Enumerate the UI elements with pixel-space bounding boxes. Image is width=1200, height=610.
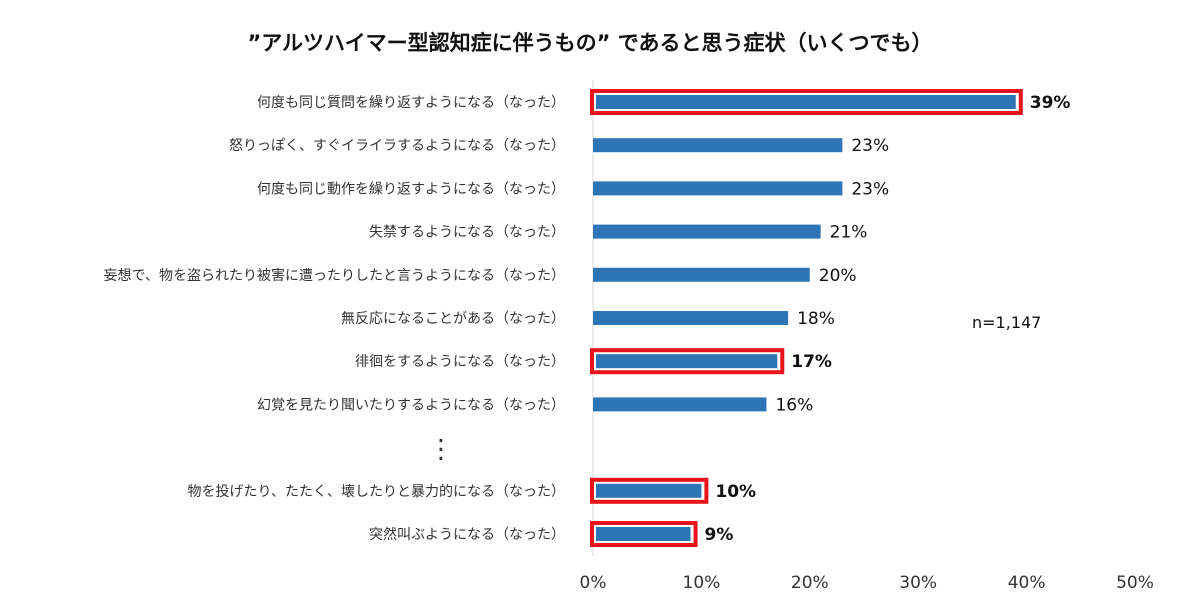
bar (593, 311, 789, 325)
value-label: 10% (715, 482, 756, 502)
bar (596, 95, 1016, 109)
value-label: 17% (791, 352, 832, 372)
value-label: 21% (830, 223, 868, 243)
omission-marker: ⋮ (428, 435, 454, 465)
value-label: 23% (851, 136, 889, 156)
bar (593, 397, 767, 412)
value-label: 16% (775, 395, 813, 415)
x-tick-label: 30% (899, 573, 937, 593)
highlight-box (590, 521, 698, 547)
category-label: 失禁するようになる（なった） (369, 225, 565, 241)
sample-size-annotation: n=1,147 (972, 313, 1041, 332)
bar (593, 224, 821, 239)
bar (596, 354, 778, 369)
x-tick-label: 10% (683, 573, 721, 593)
category-label: 徘徊をするようになる（なった） (355, 354, 565, 370)
value-label: 39% (1030, 93, 1071, 113)
x-tick-label: 50% (1116, 573, 1154, 593)
category-label: 突然叫ぶようになる（なった） (369, 526, 565, 543)
category-label: 何度も同じ動作を繰り返すようになる（なった） (257, 181, 565, 197)
value-label: 18% (797, 309, 835, 329)
bar (596, 483, 702, 498)
x-tick-label: 40% (1008, 573, 1046, 593)
category-label: 妄想で、物を盗られたり被害に遭ったりしたと言うようになる（なった） (104, 268, 565, 284)
value-label: 9% (705, 525, 734, 545)
x-tick-label: 0% (580, 573, 607, 593)
x-tick-label: 20% (791, 573, 829, 593)
category-label: 怒りっぽく、すぐイライラするようになる（なった） (229, 138, 565, 154)
bar (593, 267, 810, 282)
highlight-box (590, 89, 1023, 115)
value-label: 20% (819, 266, 857, 286)
category-label: 無反応になることがある（なった） (341, 311, 565, 327)
bar (593, 181, 843, 196)
bar (596, 527, 691, 541)
bar (593, 138, 843, 153)
highlight-box (590, 477, 709, 504)
highlight-box (590, 348, 785, 375)
value-label: 23% (851, 179, 889, 199)
category-label: 何度も同じ質問を繰り返すようになる（なった） (257, 95, 565, 111)
chart-title: ”アルツハイマー型認知症に伴うもの” であると思う症状（いくつでも） (247, 31, 932, 55)
category-label: 物を投げたり、たたく、壊したりと暴力的になる（なった） (188, 484, 565, 500)
category-label: 幻覚を見たり聞いたりするようになる（なった） (257, 397, 565, 413)
